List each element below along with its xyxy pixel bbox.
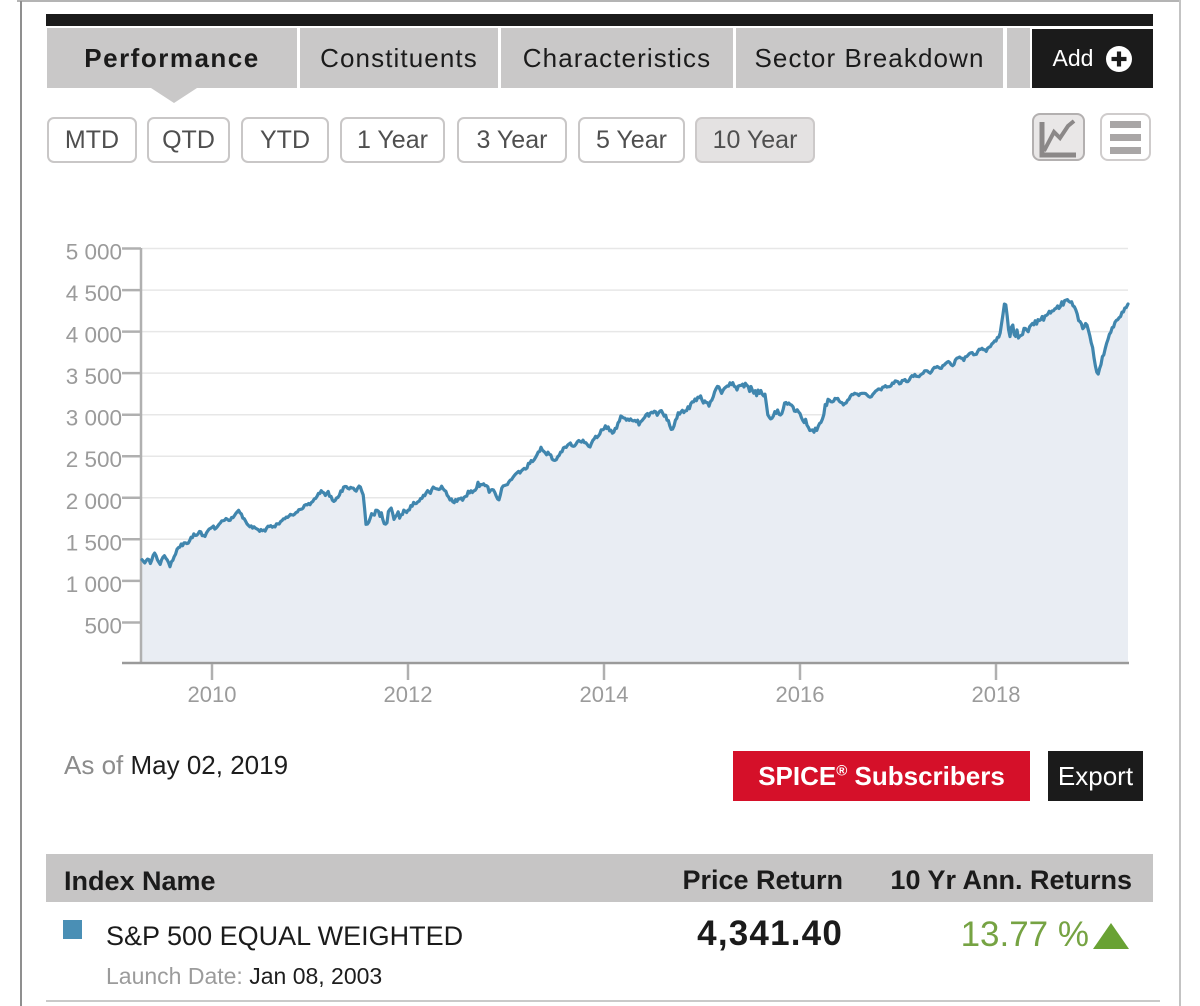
svg-text:1 500: 1 500 xyxy=(66,530,122,555)
svg-text:2 500: 2 500 xyxy=(66,447,122,472)
svg-text:2018: 2018 xyxy=(972,682,1021,707)
svg-text:500: 500 xyxy=(84,614,122,639)
svg-text:4 500: 4 500 xyxy=(66,281,122,306)
svg-text:2014: 2014 xyxy=(580,682,629,707)
svg-text:2012: 2012 xyxy=(384,682,433,707)
svg-text:2 000: 2 000 xyxy=(66,489,122,514)
svg-text:3 500: 3 500 xyxy=(66,364,122,389)
svg-text:1 000: 1 000 xyxy=(66,572,122,597)
svg-text:4 000: 4 000 xyxy=(66,323,122,348)
svg-text:2016: 2016 xyxy=(776,682,825,707)
svg-text:5 000: 5 000 xyxy=(66,240,122,265)
svg-text:3 000: 3 000 xyxy=(66,406,122,431)
svg-text:2010: 2010 xyxy=(188,682,237,707)
